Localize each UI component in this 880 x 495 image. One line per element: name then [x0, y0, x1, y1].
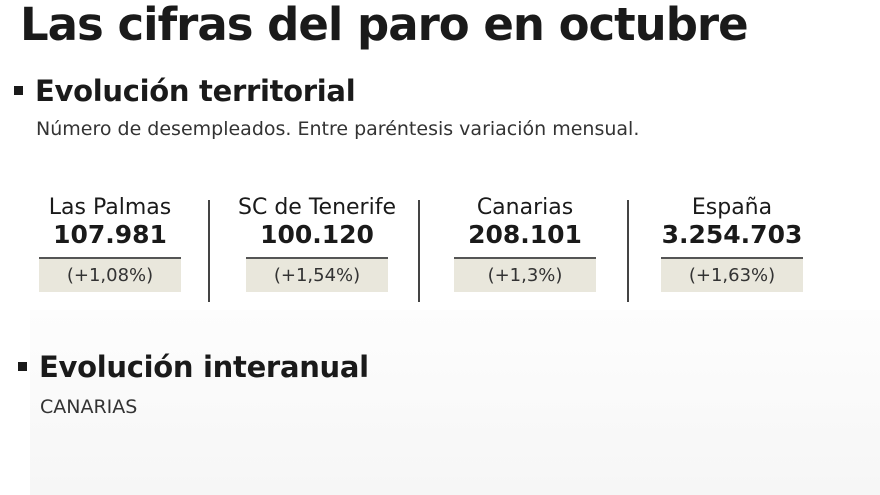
divider [208, 200, 210, 302]
region-value: 208.101 [468, 220, 582, 249]
section-title: Evolución territorial [14, 74, 356, 108]
region-name: España [691, 195, 773, 220]
region: SC de Tenerife 100.120 (+1,54%) [217, 195, 417, 292]
region: Canarias 208.101 (+1,3%) [425, 195, 625, 292]
region-value: 107.981 [53, 220, 167, 249]
region-value: 100.120 [260, 220, 374, 249]
region-name: Canarias [476, 195, 574, 220]
region-name: SC de Tenerife [238, 195, 396, 220]
divider [627, 200, 629, 302]
region-change: (+1,63%) [661, 257, 803, 292]
region-value: 3.254.703 [661, 220, 803, 249]
region-name: Las Palmas [48, 195, 172, 220]
region: Las Palmas 107.981 (+1,08%) [10, 195, 210, 292]
section-subtitle: Número de desempleados. Entre paréntesis… [36, 118, 640, 140]
region-change: (+1,54%) [246, 257, 388, 292]
section-title: Evolución interanual [18, 350, 369, 384]
divider [418, 200, 420, 302]
section-subtitle: CANARIAS [40, 396, 138, 418]
region-change: (+1,3%) [454, 257, 596, 292]
region-change: (+1,08%) [39, 257, 181, 292]
title: Las cifras del paro en octubre [20, 0, 749, 51]
region: España 3.254.703 (+1,63%) [632, 195, 832, 292]
background-panel [30, 310, 880, 495]
